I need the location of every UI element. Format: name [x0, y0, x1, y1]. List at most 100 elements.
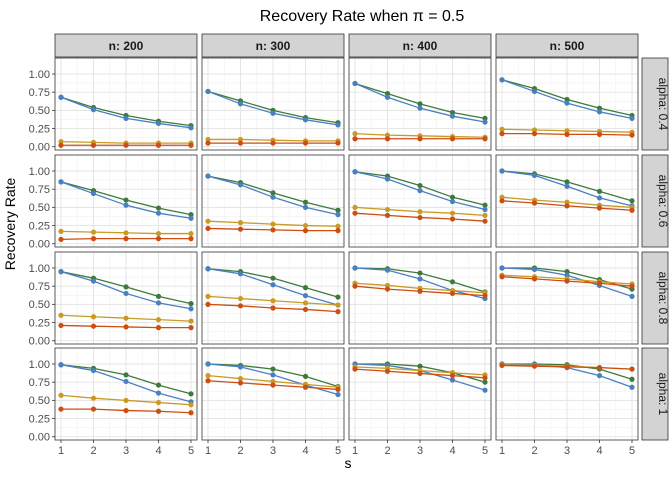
data-point [270, 140, 276, 146]
data-point [155, 382, 162, 388]
data-point [629, 384, 635, 390]
data-point [90, 406, 97, 412]
data-point [205, 173, 211, 179]
data-point [384, 176, 391, 182]
data-point [629, 115, 635, 121]
data-point [482, 379, 488, 385]
data-point [270, 194, 276, 200]
data-point [596, 373, 603, 379]
data-point [58, 236, 64, 242]
data-point [417, 182, 423, 189]
data-point [564, 131, 570, 137]
panel-border [348, 154, 492, 248]
y-tick-label: 0.25 [29, 413, 50, 425]
facet-panel [201, 251, 345, 345]
data-point [123, 197, 129, 203]
data-point [352, 80, 358, 87]
facet-strip-row [641, 347, 669, 441]
y-tick-label: 0.75 [29, 184, 50, 196]
data-point [188, 212, 194, 218]
data-point [596, 365, 603, 371]
data-point [155, 120, 162, 127]
x-tick-label: 4 [155, 445, 161, 457]
panel-border [54, 154, 198, 248]
x-tick-label: 4 [449, 445, 455, 457]
panel-border [348, 57, 492, 151]
chart-title: Recovery Rate when π = 0.5 [260, 8, 465, 25]
data-point [449, 377, 456, 383]
data-point [205, 301, 211, 307]
data-point [123, 142, 129, 148]
data-point [90, 367, 97, 374]
data-point [499, 198, 505, 204]
data-point [335, 122, 341, 128]
y-tick-label: 0.00 [29, 336, 50, 348]
data-point [384, 136, 391, 142]
data-point [384, 94, 391, 100]
data-point [123, 290, 129, 297]
data-point [188, 402, 194, 408]
data-point [352, 169, 358, 175]
x-tick-label: 2 [90, 445, 96, 457]
data-point [564, 364, 570, 370]
x-tick-label: 5 [482, 445, 488, 457]
data-point [449, 198, 456, 205]
data-point [90, 236, 97, 242]
data-point [335, 302, 341, 308]
data-point [90, 190, 97, 197]
y-tick-label: 0.50 [29, 202, 50, 214]
data-point [596, 131, 603, 137]
data-point [58, 139, 64, 145]
data-point [335, 207, 341, 213]
facet-strip-col-label: n: 200 [109, 39, 144, 53]
y-tick-label: 0.75 [29, 87, 50, 99]
facet-panel: 1 2 3 4 5 [348, 347, 492, 457]
data-point [123, 115, 129, 121]
y-tick-label: 0.00 [29, 239, 50, 251]
data-point [205, 293, 211, 299]
data-point [237, 295, 244, 302]
facet-panel: 0.00 0.25 0.50 0.75 1.00 [29, 154, 198, 251]
facet-strip-col-label: n: 500 [550, 39, 585, 53]
facet-strip-row-label: alpha: 1 [656, 373, 670, 416]
data-point [302, 384, 309, 390]
data-point [499, 131, 505, 137]
data-point [188, 325, 194, 331]
data-point [335, 140, 341, 146]
data-point [155, 399, 162, 406]
data-point [205, 361, 211, 367]
data-point [237, 380, 244, 386]
data-point [417, 188, 423, 194]
facet-strip-row-label: alpha: 0.6 [656, 175, 670, 228]
data-point [417, 276, 423, 282]
data-point [188, 301, 194, 307]
data-point [449, 210, 456, 216]
data-point [352, 204, 358, 210]
panel-border [201, 154, 345, 248]
data-point [155, 293, 162, 299]
data-point [270, 190, 276, 196]
data-point [188, 318, 194, 324]
facet-panel: 1 2 3 4 5 [495, 347, 639, 457]
data-point [564, 269, 570, 275]
data-point [564, 100, 570, 106]
data-point [205, 136, 211, 143]
y-tick-label: 0.00 [29, 142, 50, 154]
data-point [384, 206, 391, 213]
data-point [482, 206, 488, 213]
data-point [352, 210, 358, 216]
data-point [123, 202, 129, 208]
x-tick-label: 3 [123, 445, 129, 457]
data-point [270, 378, 276, 385]
data-point [384, 132, 391, 138]
y-tick-label: 0.50 [29, 299, 50, 311]
data-point [417, 209, 423, 215]
data-point [629, 132, 635, 138]
data-point [58, 179, 64, 185]
data-point [352, 283, 358, 289]
data-point [123, 284, 129, 290]
facet-panel [495, 57, 639, 151]
x-tick-label: 3 [270, 445, 276, 457]
data-point [270, 227, 276, 233]
